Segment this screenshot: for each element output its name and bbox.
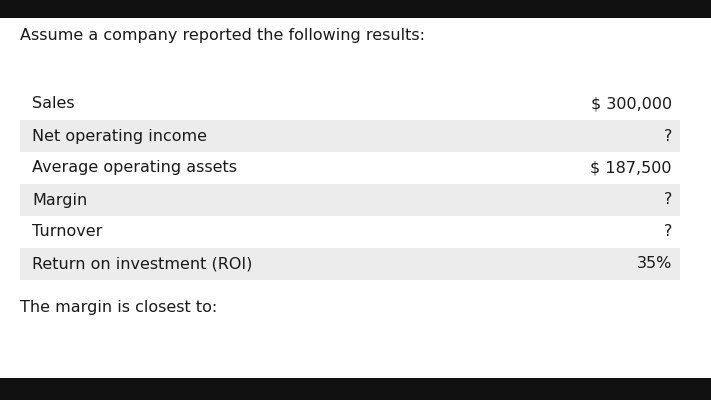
Bar [20, 216, 680, 248]
Text: $ 300,000: $ 300,000 [591, 96, 672, 112]
Text: Average operating assets: Average operating assets [32, 160, 237, 176]
Text: Sales: Sales [32, 96, 75, 112]
Bar [0, 378, 711, 400]
Text: Margin: Margin [32, 192, 87, 208]
Text: ?: ? [663, 224, 672, 240]
Text: ?: ? [663, 128, 672, 144]
Bar [20, 152, 680, 184]
Text: The margin is closest to:: The margin is closest to: [20, 300, 218, 315]
Bar [20, 248, 680, 280]
Text: $ 187,500: $ 187,500 [591, 160, 672, 176]
Text: Return on investment (ROI): Return on investment (ROI) [32, 256, 252, 272]
Bar [20, 88, 680, 120]
Text: Assume a company reported the following results:: Assume a company reported the following … [20, 28, 425, 43]
Text: ?: ? [663, 192, 672, 208]
Bar [20, 184, 680, 216]
Text: Net operating income: Net operating income [32, 128, 207, 144]
Text: 35%: 35% [636, 256, 672, 272]
Bar [0, 0, 711, 18]
Text: Turnover: Turnover [32, 224, 102, 240]
Bar [20, 120, 680, 152]
